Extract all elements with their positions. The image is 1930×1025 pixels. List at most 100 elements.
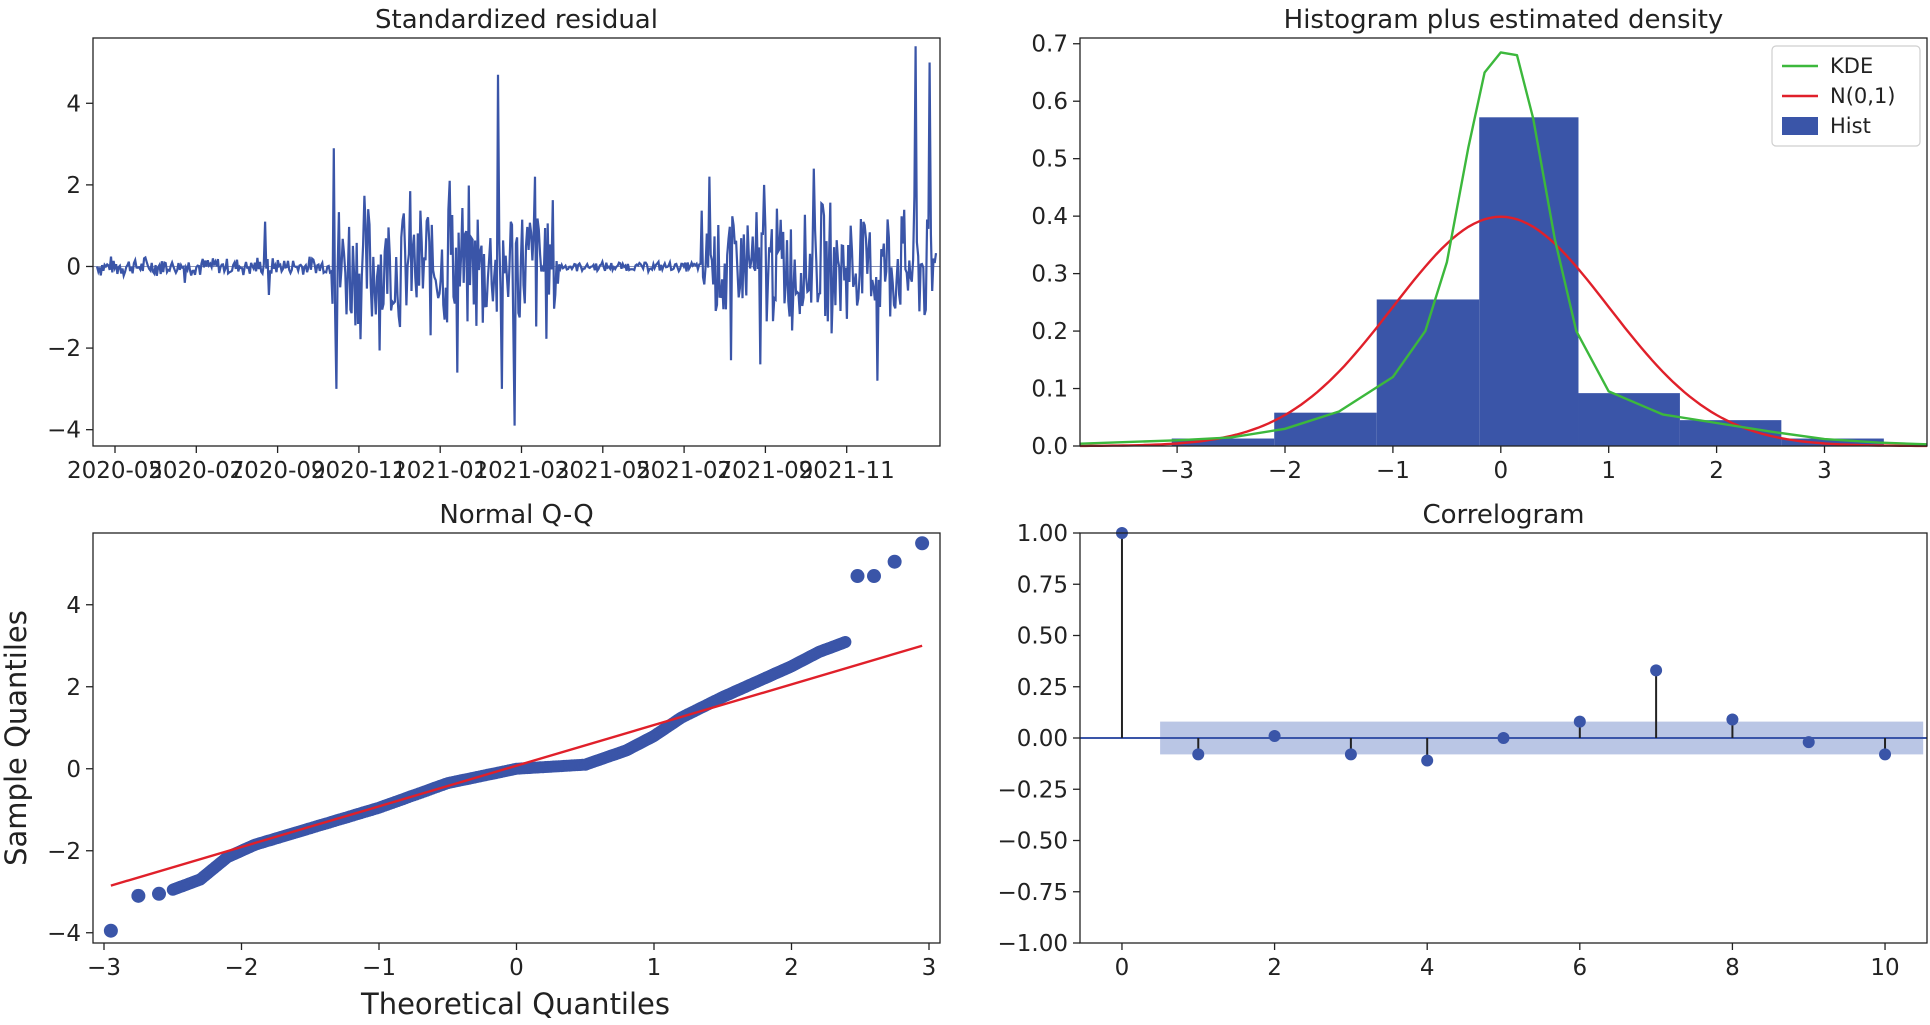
y-tick-label: 4: [66, 593, 81, 619]
acf-marker: [1192, 748, 1205, 761]
acf-marker: [1802, 736, 1815, 749]
x-tick-label: 2021-03: [473, 458, 569, 484]
plot-frame: [1079, 37, 1928, 447]
x-tick-label: 4: [1420, 955, 1435, 981]
y-tick-label: 0.7: [1031, 32, 1068, 58]
y-tick-label: 2: [66, 173, 81, 199]
y-tick-label: 0: [66, 757, 81, 783]
y-tick-label: 2: [66, 675, 81, 701]
hist-bar: [1679, 420, 1782, 446]
histogram-density-panel: Histogram plus estimated density 0.0 0.1 0.…: [1031, 5, 1928, 484]
y-tick-label: 0.6: [1031, 89, 1068, 115]
hist-bar: [1781, 438, 1884, 446]
chart-title: Correlogram: [1423, 500, 1585, 530]
x-tick-label: 1: [647, 955, 662, 981]
x-tick-label: −3: [87, 955, 121, 981]
kde-line: [1079, 51, 1928, 446]
y-tick-label: 1.00: [1017, 521, 1068, 547]
y-tick-label: 0.25: [1017, 675, 1068, 701]
y-tick-label: 4: [66, 91, 81, 117]
acf-marker: [1344, 748, 1357, 761]
y-tick-label: 0.4: [1031, 204, 1068, 230]
legend-swatch-hist: [1782, 117, 1818, 135]
x-tick-label: 6: [1572, 955, 1587, 981]
y-axis-label: Sample Quantiles: [0, 610, 33, 866]
y-tick-label: −0.25: [998, 777, 1068, 803]
y-tick-label: 0.0: [1031, 434, 1068, 460]
x-axis-label: Theoretical Quantiles: [360, 987, 670, 1021]
x-tick-label: 2020-11: [311, 458, 407, 484]
x-tick-label: −3: [1160, 458, 1194, 484]
hist-bar: [1479, 117, 1579, 447]
y-tick-label: −2: [47, 336, 81, 362]
y-tick-label: −2: [47, 839, 81, 865]
x-tick-label: 2021-11: [799, 458, 895, 484]
x-tick-label: −2: [225, 955, 259, 981]
x-tick-label: 3: [1817, 458, 1832, 484]
hist-bar: [1274, 412, 1377, 446]
x-tick-label: 2: [784, 955, 799, 981]
qq-point: [152, 886, 166, 901]
x-tick-label: −1: [362, 955, 396, 981]
x-tick-label: 0: [1115, 955, 1130, 981]
normal-qq-panel: Normal Q-Q −4 −2 0 2 4 −3 −2 −1 0 1 2 3 Theoretical Q…: [0, 500, 941, 1021]
correlogram-panel: Correlogram −1.00 −0.75 −0.50 −0.25 0.00 0.25 0…: [998, 500, 1928, 981]
chart-title: Histogram plus estimated density: [1284, 5, 1724, 35]
x-tick-label: 3: [922, 955, 937, 981]
legend-label: Hist: [1830, 114, 1871, 138]
x-tick-label: −1: [1376, 458, 1410, 484]
x-tick-label: 1: [1601, 458, 1616, 484]
acf-marker: [1573, 715, 1586, 728]
x-tick-label: 10: [1870, 955, 1899, 981]
acf-marker: [1497, 732, 1510, 744]
y-tick-label: −0.75: [998, 880, 1068, 906]
plot-frame: [92, 532, 941, 944]
x-tick-label: −2: [1268, 458, 1302, 484]
acf-marker: [1268, 729, 1281, 742]
x-tick-label: 2020-09: [230, 458, 326, 484]
acf-marker: [1726, 713, 1739, 726]
x-tick-label: 2020-07: [148, 458, 244, 484]
y-tick-label: 0.5: [1031, 147, 1068, 173]
qq-point: [887, 554, 902, 569]
x-tick-label: 2021-01: [392, 458, 488, 484]
x-tick-label: 2021-09: [717, 458, 813, 484]
y-tick-label: 0.1: [1031, 377, 1068, 403]
plot-frame: [92, 37, 941, 447]
x-tick-label: 2021-05: [555, 458, 651, 484]
qq-point: [915, 536, 930, 551]
y-tick-label: −1.00: [998, 931, 1068, 957]
chart-title: Normal Q-Q: [439, 500, 593, 530]
x-tick-label: 2: [1267, 955, 1282, 981]
y-tick-label: −4: [47, 418, 81, 444]
qq-reference-line: [110, 644, 923, 887]
x-tick-label: 0: [509, 955, 524, 981]
y-tick-label: 0.3: [1031, 262, 1068, 288]
y-tick-label: −0.50: [998, 829, 1068, 855]
qq-point: [850, 569, 865, 584]
y-tick-label: 0.00: [1017, 726, 1068, 752]
y-tick-label: 0.2: [1031, 319, 1068, 345]
legend-label: KDE: [1830, 54, 1873, 78]
y-tick-label: 0.50: [1017, 624, 1068, 650]
x-tick-label: 0: [1493, 458, 1508, 484]
qq-point: [103, 923, 118, 938]
hist-bar: [1578, 393, 1680, 446]
acf-marker: [1879, 748, 1892, 761]
acf-marker: [1650, 664, 1663, 677]
x-tick-label: 8: [1725, 955, 1740, 981]
legend: KDE N(0,1) Hist: [1771, 45, 1921, 147]
residual-series-line: [95, 46, 938, 426]
hist-bar: [1171, 438, 1275, 446]
standardized-residual-panel: Standardized residual−4−20242020-052020-…: [47, 5, 941, 484]
legend-label: N(0,1): [1830, 84, 1896, 108]
qq-point: [867, 569, 881, 584]
y-tick-label: 0.75: [1017, 572, 1068, 598]
x-tick-label: 2020-05: [67, 458, 163, 484]
y-tick-label: 0: [66, 254, 81, 280]
chart-title: Standardized residual: [375, 5, 658, 35]
qq-point: [839, 636, 852, 648]
qq-point: [131, 888, 146, 903]
x-tick-label: 2: [1709, 458, 1724, 484]
